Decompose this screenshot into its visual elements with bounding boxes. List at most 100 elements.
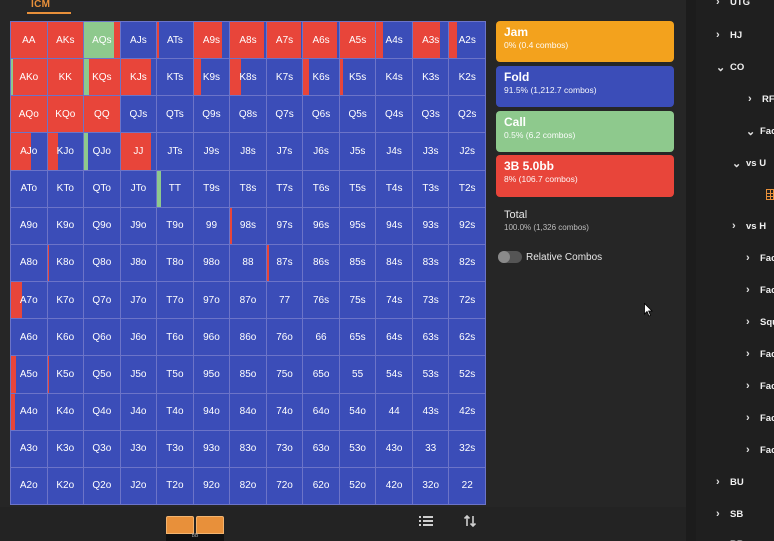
hand-cell[interactable]: J6s: [303, 133, 339, 170]
hand-cell[interactable]: 53s: [412, 356, 449, 393]
hand-cell[interactable]: KQs: [84, 59, 120, 96]
hand-cell[interactable]: 32s: [449, 430, 485, 467]
hand-cell[interactable]: Q3s: [412, 96, 449, 133]
tree-node[interactable]: › SB: [716, 506, 743, 522]
hand-cell[interactable]: 84o: [230, 393, 266, 430]
hand-cell[interactable]: 88: [230, 244, 266, 282]
hand-cell[interactable]: 74s: [376, 282, 412, 319]
hand-cell[interactable]: K6s: [303, 59, 339, 96]
hand-cell[interactable]: 62s: [449, 319, 485, 356]
hand-cell[interactable]: 76o: [266, 319, 303, 356]
hand-cell[interactable]: 52o: [339, 467, 376, 504]
tree-node[interactable]: › UTG: [716, 0, 750, 10]
hand-cell[interactable]: 63o: [303, 430, 339, 467]
hand-cell[interactable]: 97o: [193, 282, 230, 319]
hand-cell[interactable]: T3s: [412, 170, 449, 207]
hand-cell[interactable]: 99: [193, 207, 230, 244]
hand-cell[interactable]: K3s: [412, 59, 449, 96]
hand-cell[interactable]: Q9o: [84, 207, 120, 244]
hand-cell[interactable]: 94s: [376, 207, 412, 244]
hand-cell[interactable]: J6o: [120, 319, 157, 356]
hand-cell[interactable]: 32o: [412, 467, 449, 504]
hand-cell[interactable]: J5s: [339, 133, 376, 170]
hand-cell[interactable]: K7s: [266, 59, 303, 96]
hand-cell[interactable]: 87s: [266, 244, 303, 282]
hand-cell[interactable]: ATo: [11, 170, 47, 207]
chip-icon[interactable]: [166, 516, 194, 534]
tree-node[interactable]: › Facin: [746, 378, 774, 394]
hand-cell[interactable]: Q6s: [303, 96, 339, 133]
tree-node[interactable]: › Facin: [746, 282, 774, 298]
hand-cell[interactable]: Q6o: [84, 319, 120, 356]
hand-cell[interactable]: Q7o: [84, 282, 120, 319]
hand-cell[interactable]: J7s: [266, 133, 303, 170]
tree-node[interactable]: › vs H: [732, 218, 766, 234]
hand-cell[interactable]: 43s: [412, 393, 449, 430]
hand-cell[interactable]: 98s: [230, 207, 266, 244]
hand-cell[interactable]: A5o: [11, 356, 47, 393]
hand-cell[interactable]: 54s: [376, 356, 412, 393]
hand-cell[interactable]: Q2s: [449, 96, 485, 133]
hand-cell[interactable]: 43o: [376, 430, 412, 467]
hand-cell[interactable]: K2o: [47, 467, 84, 504]
hand-cell[interactable]: A6s: [303, 22, 339, 59]
tree-node[interactable]: ›BB: [716, 536, 744, 541]
hand-cell[interactable]: QJs: [120, 96, 157, 133]
hand-cell[interactable]: J3s: [412, 133, 449, 170]
hand-cell[interactable]: Q8o: [84, 244, 120, 282]
hand-cell[interactable]: Q5o: [84, 356, 120, 393]
hand-cell[interactable]: 72s: [449, 282, 485, 319]
tree-node[interactable]: IC: [766, 186, 774, 202]
hand-cell[interactable]: 42o: [376, 467, 412, 504]
chip-icon[interactable]: [196, 516, 224, 534]
hand-cell[interactable]: 75s: [339, 282, 376, 319]
hand-cell[interactable]: AQo: [11, 96, 47, 133]
legend-jam[interactable]: Jam 0% (0.4 combos): [496, 21, 674, 62]
hand-cell[interactable]: T5o: [157, 356, 193, 393]
hand-cell[interactable]: J8o: [120, 244, 157, 282]
hand-cell[interactable]: T2s: [449, 170, 485, 207]
hand-cell[interactable]: A6o: [11, 319, 47, 356]
hand-cell[interactable]: A9o: [11, 207, 47, 244]
hand-cell[interactable]: J7o: [120, 282, 157, 319]
hand-cell[interactable]: Q2o: [84, 467, 120, 504]
hand-cell[interactable]: 55: [339, 356, 376, 393]
hand-cell[interactable]: K9o: [47, 207, 84, 244]
hand-cell[interactable]: AQs: [84, 22, 120, 59]
tree-node[interactable]: ⌄ Facin: [746, 123, 774, 139]
hand-cell[interactable]: A7o: [11, 282, 47, 319]
hand-cell[interactable]: 96s: [303, 207, 339, 244]
tree-node[interactable]: › Facin: [746, 346, 774, 362]
hand-cell[interactable]: 42s: [449, 393, 485, 430]
hand-cell[interactable]: JTo: [120, 170, 157, 207]
hand-cell[interactable]: A3o: [11, 430, 47, 467]
hand-cell[interactable]: J2o: [120, 467, 157, 504]
tree-node[interactable]: ⌄ CO: [716, 59, 744, 75]
tree-node[interactable]: › Facin: [746, 442, 774, 458]
hand-cell[interactable]: Q9s: [193, 96, 230, 133]
hand-cell[interactable]: T4s: [376, 170, 412, 207]
hand-cell[interactable]: T8s: [230, 170, 266, 207]
hand-cell[interactable]: 84s: [376, 244, 412, 282]
hand-cell[interactable]: A8s: [230, 22, 266, 59]
hand-cell[interactable]: J8s: [230, 133, 266, 170]
hand-cell[interactable]: T3o: [157, 430, 193, 467]
legend-3bet[interactable]: 3B 5.0bb 8% (106.7 combos): [496, 155, 674, 197]
hand-cell[interactable]: A3s: [412, 22, 449, 59]
hand-cell[interactable]: 64s: [376, 319, 412, 356]
hand-cell[interactable]: T9o: [157, 207, 193, 244]
hand-cell[interactable]: J3o: [120, 430, 157, 467]
hand-cell[interactable]: K8s: [230, 59, 266, 96]
hand-cell[interactable]: QJo: [84, 133, 120, 170]
tree-node[interactable]: › HJ: [716, 27, 742, 43]
hand-cell[interactable]: T7s: [266, 170, 303, 207]
hand-cell[interactable]: KQo: [47, 96, 84, 133]
hand-cell[interactable]: K2s: [449, 59, 485, 96]
hand-cell[interactable]: QTs: [157, 96, 193, 133]
hand-cell[interactable]: J9o: [120, 207, 157, 244]
hand-cell[interactable]: T7o: [157, 282, 193, 319]
legend-call[interactable]: Call 0.5% (6.2 combos): [496, 111, 674, 152]
hand-cell[interactable]: 95s: [339, 207, 376, 244]
hand-cell[interactable]: 86o: [230, 319, 266, 356]
hand-cell[interactable]: K4s: [376, 59, 412, 96]
